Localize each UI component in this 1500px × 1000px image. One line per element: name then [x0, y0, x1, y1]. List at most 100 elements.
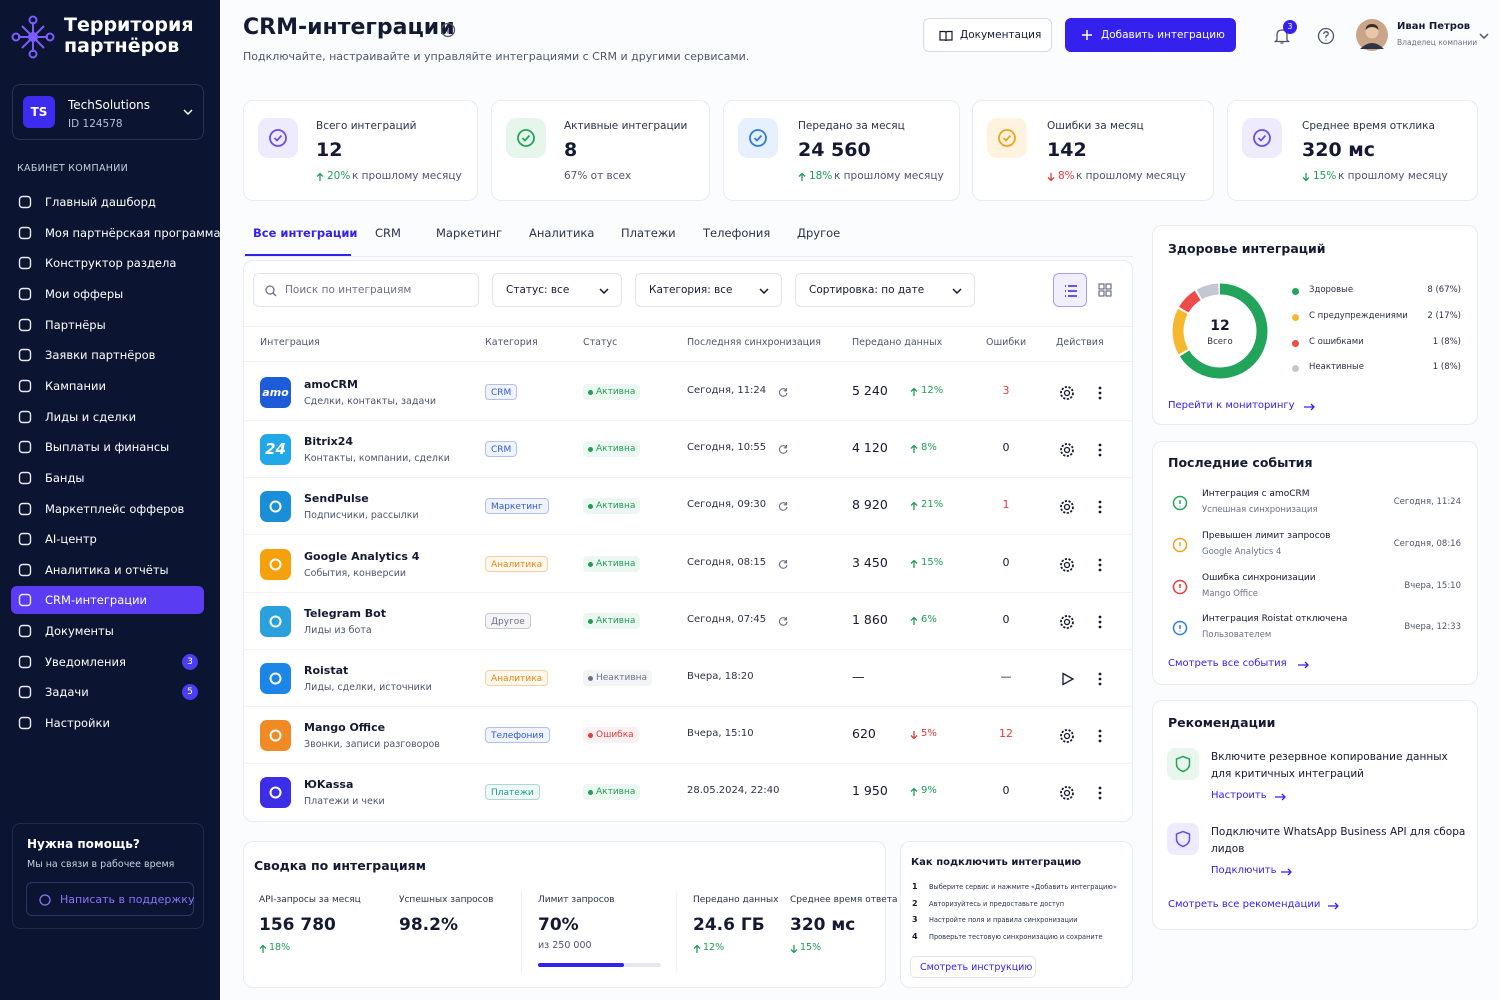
event-sub: Пользователем: [1202, 630, 1272, 641]
status-tag: Неактивна: [583, 670, 653, 686]
action-button[interactable]: [1058, 384, 1076, 402]
more-icon-part: [1098, 448, 1102, 452]
more-button[interactable]: [1095, 556, 1105, 574]
data-delta: 21%: [921, 499, 944, 511]
search-input-text: Поиск по интеграциям: [285, 284, 412, 296]
kpi-icon-glyph-part: [517, 129, 535, 147]
integration-name[interactable]: SendPulse: [304, 492, 369, 506]
more-button[interactable]: [1095, 784, 1105, 802]
more-button[interactable]: [1095, 441, 1105, 459]
recommendation-glyph-part: [1175, 830, 1191, 848]
event-icon-part: [1172, 621, 1188, 636]
event-icon: [1172, 621, 1188, 636]
action-button[interactable]: [1058, 670, 1076, 688]
link[interactable]: Смотреть все рекомендации: [1168, 899, 1321, 910]
link[interactable]: Перейти к мониторингу: [1168, 400, 1295, 411]
action-button[interactable]: [1058, 727, 1076, 745]
menu-item[interactable]: Моя партнёрская программа: [11, 219, 221, 247]
more-button[interactable]: [1095, 727, 1105, 745]
integration-name[interactable]: Google Analytics 4: [304, 549, 420, 563]
menu-item[interactable]: Кампании: [11, 372, 204, 400]
action-button[interactable]: [1058, 784, 1076, 802]
search-input[interactable]: Поиск по интеграциям: [253, 273, 479, 307]
menu-item[interactable]: Уведомления 3: [11, 648, 204, 676]
menu-item[interactable]: Маркетплейс офферов: [11, 495, 204, 523]
menu-item[interactable]: Главный дашборд: [11, 188, 204, 216]
integration-name[interactable]: Roistat: [304, 664, 349, 677]
menu-item[interactable]: Банды: [11, 464, 204, 492]
settings-icon-part: [1063, 790, 1071, 797]
settings-icon: [1060, 386, 1074, 400]
sync-time: Вчера, 15:10: [687, 728, 754, 740]
category-tag: CRM: [485, 384, 518, 400]
menu-item[interactable]: Настройки: [11, 709, 204, 737]
integration-name[interactable]: Mango Office: [304, 721, 386, 735]
tab[interactable]: Платежи: [621, 226, 676, 240]
menu-item[interactable]: Документы: [11, 617, 204, 645]
menu-item[interactable]: Выплаты и финансы: [11, 433, 204, 461]
menu-label: Партнёры: [45, 317, 106, 332]
link[interactable]: Подключить: [1211, 865, 1277, 876]
table-header-line: [243, 361, 1133, 362]
grid-icon-part: [1098, 290, 1105, 297]
brand-logo-dot: [28, 15, 38, 25]
add-button[interactable]: Добавить интеграцию: [1065, 18, 1236, 52]
tab[interactable]: Маркетинг: [436, 226, 503, 240]
menu-item[interactable]: AI-центр: [11, 525, 204, 553]
kpi-card: Среднее время отклика 320 мс 15% к прошлому…: [1227, 100, 1478, 201]
help-button[interactable]: Написать в поддержку: [26, 882, 194, 916]
stat-label: Среднее время ответа: [790, 895, 898, 905]
menu-item[interactable]: Конструктор раздела: [11, 249, 204, 277]
menu-item[interactable]: Партнёры: [11, 311, 204, 339]
action-button[interactable]: [1058, 613, 1076, 631]
integration-name[interactable]: amoCRM: [304, 378, 358, 391]
menu-item[interactable]: Лиды и сделки: [11, 403, 204, 431]
menu-item[interactable]: Задачи 5: [11, 678, 204, 706]
health-title: Здоровье интеграций: [1168, 241, 1326, 256]
column-header: Передано данных: [852, 337, 943, 348]
more-button[interactable]: [1095, 670, 1105, 688]
more-icon-part: [1098, 558, 1102, 561]
link-arrow: [1298, 661, 1309, 669]
notification-badge[interactable]: 3: [1283, 20, 1297, 34]
integration-name[interactable]: Telegram Bot: [304, 606, 386, 620]
category-filter[interactable]: Категория: все: [635, 273, 782, 307]
action-button[interactable]: [1058, 498, 1076, 516]
action-button[interactable]: [1058, 441, 1076, 459]
link[interactable]: Настроить: [1211, 790, 1267, 801]
more-button[interactable]: [1095, 384, 1105, 402]
brand-logo: [11, 15, 55, 59]
menu-item[interactable]: Аналитика и отчёты: [11, 556, 204, 584]
sort-select[interactable]: Сортировка: по дате: [795, 273, 975, 307]
integration-name[interactable]: ЮKassa: [304, 778, 354, 792]
tab[interactable]: Телефония: [703, 226, 771, 240]
docs-button[interactable]: Документация: [923, 18, 1052, 52]
trend-arrow-part: [798, 172, 806, 181]
status-dot: [588, 390, 593, 395]
legend-dot: [1292, 339, 1299, 347]
company-card[interactable]: TS TechSolutions ID 124578: [12, 84, 204, 140]
tab[interactable]: Все интеграции: [253, 226, 358, 240]
tab[interactable]: Аналитика: [529, 226, 595, 240]
guide-button[interactable]: Смотреть инструкцию: [910, 956, 1036, 978]
status-filter[interactable]: Статус: все: [492, 273, 622, 307]
action-button[interactable]: [1058, 556, 1076, 574]
menu-item[interactable]: CRM-интеграции: [11, 586, 204, 615]
list-view-toggle[interactable]: [1053, 273, 1087, 307]
company-initials: TS: [23, 96, 55, 128]
link[interactable]: Смотреть все события: [1168, 658, 1287, 669]
menu-item[interactable]: Мои офферы: [11, 280, 204, 308]
more-button[interactable]: [1095, 498, 1105, 516]
menu-icon-part: [18, 349, 32, 362]
integrations-card: Все интеграции CRM Маркетинг Аналитика Плате…: [243, 210, 1133, 822]
status-dot: [588, 733, 593, 739]
column-header: Последняя синхронизация: [687, 337, 822, 348]
integration-logo: [260, 491, 291, 523]
tab[interactable]: CRM: [375, 226, 401, 240]
integration-name[interactable]: Bitrix24: [304, 435, 354, 449]
help-icon-part: [1317, 27, 1335, 45]
menu-item[interactable]: Заявки партнёров: [11, 341, 204, 369]
grid-view-toggle[interactable]: [1088, 273, 1122, 307]
more-button[interactable]: [1095, 613, 1105, 631]
tab[interactable]: Другое: [797, 226, 841, 240]
